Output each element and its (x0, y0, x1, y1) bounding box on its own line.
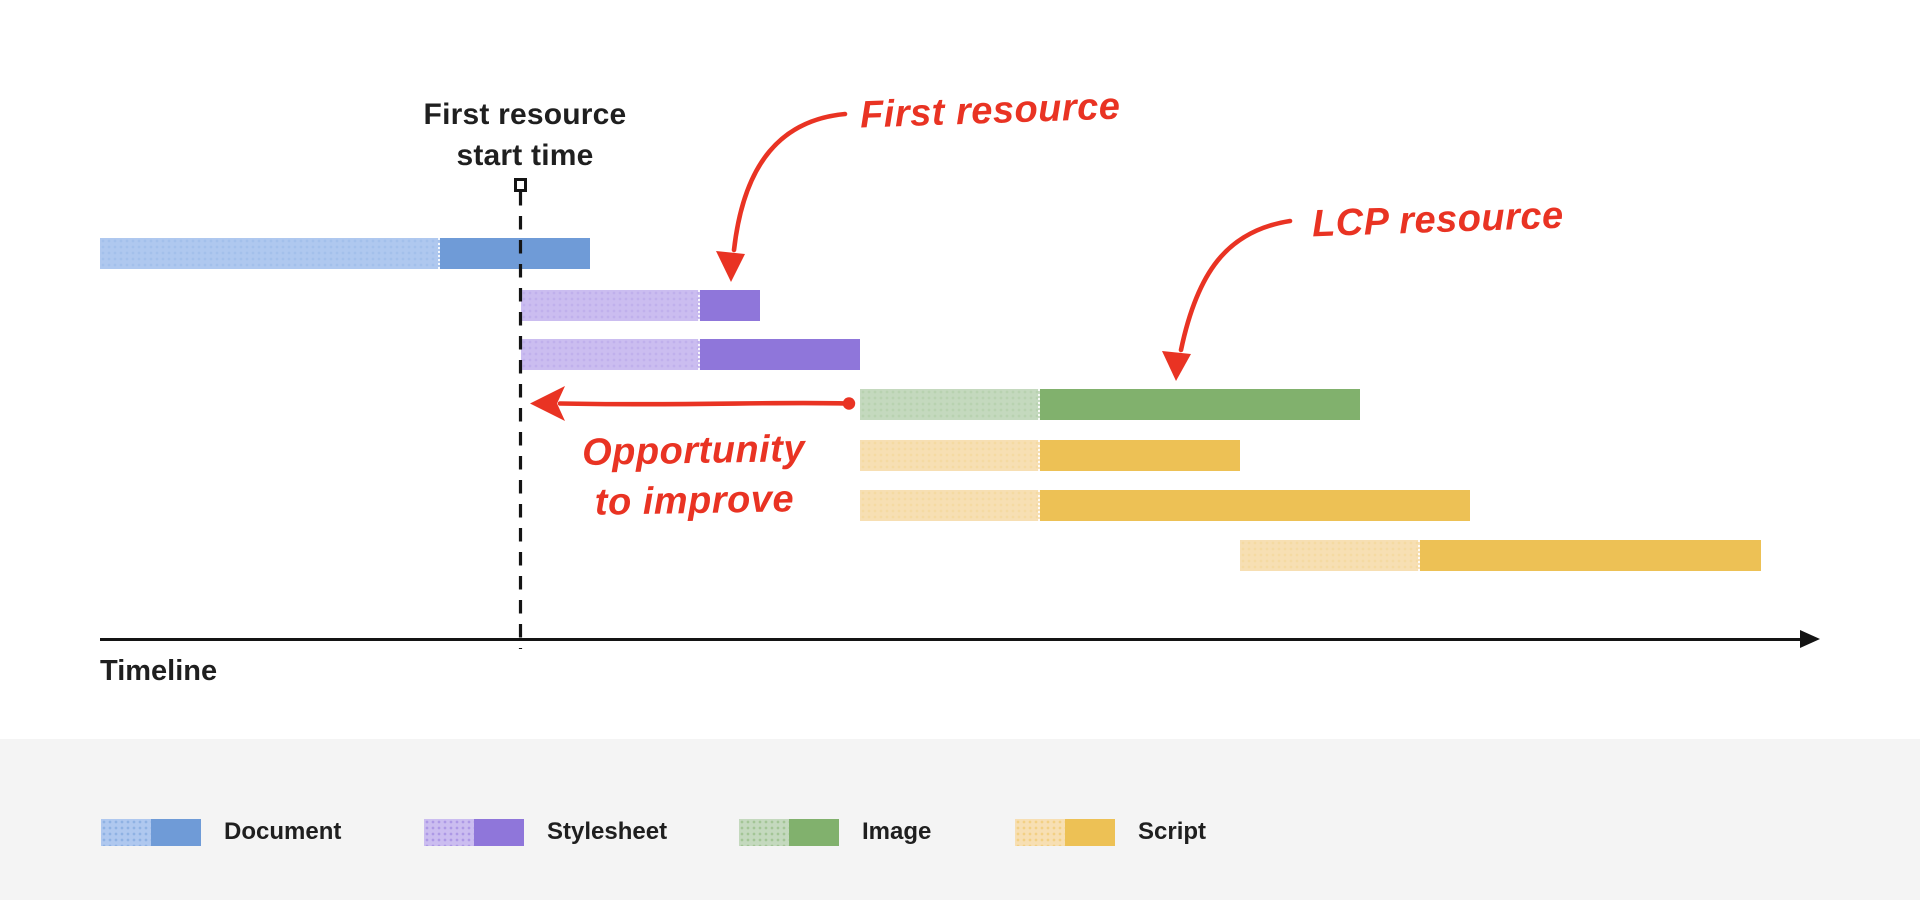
legend-item-document: Document (101, 818, 341, 846)
opportunity-arrow-dot-icon (842, 397, 856, 410)
lcp-resource-annotation: LCP resource (1311, 194, 1565, 246)
legend-swatch-light (739, 818, 789, 846)
bar-script-2 (860, 490, 1470, 521)
first-resource-arrowhead-icon (716, 251, 745, 282)
legend-swatch-script (1015, 818, 1115, 846)
legend-swatch-light (424, 818, 474, 846)
legend-swatch-stylesheet (424, 818, 524, 846)
legend-item-label: Stylesheet (547, 818, 668, 845)
first-resource-start-time-label: First resource start time (380, 94, 670, 176)
legend-swatch-light (1015, 818, 1065, 846)
start-time-marker-icon (514, 178, 527, 192)
timeline-label: Timeline (100, 655, 218, 687)
bar-stylesheet-1 (521, 290, 760, 321)
legend-swatch-dark (151, 818, 201, 846)
bar-script-3 (1240, 540, 1761, 571)
legend-item-label: Image (862, 818, 932, 845)
legend-item-label: Document (224, 818, 342, 845)
timeline-axis-arrowhead-icon (1800, 630, 1820, 648)
bar-segment-dark (440, 238, 590, 269)
opportunity-annotation-line1: Opportunity (581, 428, 806, 474)
bar-segment-light (860, 490, 1040, 521)
bar-document-1 (100, 238, 590, 269)
start-label-line2: start time (456, 139, 594, 172)
legend-swatch-dark (474, 818, 524, 846)
legend-swatch-dark (789, 818, 839, 846)
legend-item-stylesheet: Stylesheet (424, 818, 667, 846)
bar-segment-light (100, 238, 440, 269)
bar-segment-light (860, 389, 1040, 420)
legend-swatch-image (739, 818, 839, 846)
legend-background (0, 739, 1920, 900)
legend-swatch-dark (1065, 818, 1115, 846)
legend-swatch-light (101, 818, 151, 846)
timeline-axis (100, 638, 1806, 641)
opportunity-arrowhead-icon (530, 386, 565, 421)
bar-segment-dark (700, 290, 760, 321)
bar-segment-dark (1420, 540, 1761, 571)
bar-segment-dark (1040, 490, 1470, 521)
start-label-line1: First resource (423, 98, 627, 131)
bar-segment-light (860, 440, 1040, 471)
bar-segment-light (1240, 540, 1420, 571)
opportunity-annotation-line2: to improve (594, 478, 795, 524)
legend-item-script: Script (1015, 818, 1206, 846)
legend-item-image: Image (739, 818, 931, 846)
bar-segment-dark (1040, 440, 1240, 471)
bar-segment-dark (1040, 389, 1360, 420)
first-resource-annotation: First resource (859, 85, 1122, 137)
opportunity-arrow (557, 400, 851, 407)
lcp-resource-arrow (1178, 218, 1293, 353)
bar-image-1 (860, 389, 1360, 420)
bar-segment-light (521, 290, 700, 321)
bar-segment-light (521, 339, 700, 370)
lcp-resource-arrowhead-icon (1162, 351, 1191, 381)
bar-segment-dark (700, 339, 860, 370)
legend-item-label: Script (1138, 818, 1207, 845)
opportunity-annotation: Opportunity to improve (554, 424, 834, 529)
bar-stylesheet-2 (521, 339, 860, 370)
legend-swatch-document (101, 818, 201, 846)
bar-script-1 (860, 440, 1240, 471)
first-resource-arrow (731, 111, 848, 253)
